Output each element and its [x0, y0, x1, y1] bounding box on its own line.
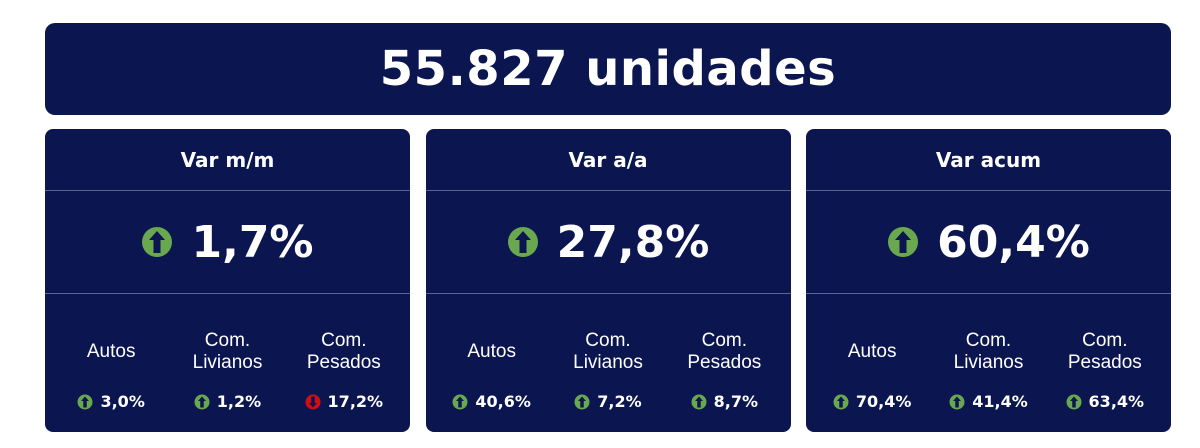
breakdown-label: Autos: [847, 341, 897, 362]
breakdown-value-row: 70,4%: [833, 392, 912, 411]
breakdown-value-row: 8,7%: [691, 392, 758, 411]
card-title: Var acum: [806, 129, 1171, 191]
breakdown-value: 3,0%: [100, 392, 145, 411]
arrow-up-icon: [142, 227, 173, 257]
breakdown-label: Autos: [467, 341, 516, 362]
card-main-variation: 60,4%: [806, 191, 1171, 294]
breakdown-com-livianos: Com. Livianos 41,4%: [932, 294, 1044, 411]
breakdown-autos: Autos 40,6%: [436, 294, 548, 411]
main-value: 60,4%: [937, 216, 1090, 268]
main-value: 27,8%: [556, 216, 710, 268]
breakdown-value: 40,6%: [475, 392, 531, 411]
breakdown-value: 8,7%: [713, 392, 758, 411]
breakdown-label: Com. Pesados: [1067, 330, 1142, 373]
breakdown-com-livianos: Com. Livianos 7,2%: [552, 294, 664, 411]
arrow-up-icon: [691, 394, 707, 409]
arrow-up-icon: [949, 394, 965, 409]
card-title: Var a/a: [425, 129, 791, 191]
breakdown-com-livianos: Com. Livianos 1,2%: [171, 294, 283, 411]
card-var-mm: Var m/m 1,7% Autos 3,0%: [45, 129, 410, 432]
breakdown-value-row: 3,0%: [77, 392, 145, 411]
card-breakdown: Autos 40,6% Com. Livianos: [426, 294, 791, 411]
card-breakdown: Autos 70,4% Com. Livianos: [806, 294, 1171, 411]
breakdown-autos: Autos 70,4%: [816, 294, 928, 411]
arrow-up-icon: [77, 394, 93, 409]
card-main-variation: 1,7%: [45, 191, 410, 294]
breakdown-label: Com. Pesados: [687, 330, 762, 373]
breakdown-label: Com. Livianos: [192, 330, 263, 373]
dashboard: 55.827 unidades Var m/m 1,7% Autos: [45, 23, 1171, 432]
card-title: Var m/m: [45, 129, 410, 191]
breakdown-com-pesados: Com. Pesados 63,4%: [1049, 294, 1161, 411]
breakdown-label: Autos: [86, 341, 136, 362]
breakdown-com-pesados: Com. Pesados 17,2%: [288, 294, 400, 411]
breakdown-value-row: 7,2%: [574, 392, 642, 411]
breakdown-label: Com. Pesados: [306, 330, 381, 373]
arrow-down-icon: [305, 394, 321, 409]
breakdown-value: 70,4%: [855, 392, 912, 411]
total-units-value: 55.827 unidades: [379, 41, 837, 97]
breakdown-value: 7,2%: [597, 392, 642, 411]
card-main-variation: 27,8%: [425, 191, 791, 294]
card-breakdown: Autos 3,0% Com. Livianos: [45, 294, 410, 411]
breakdown-com-pesados: Com. Pesados 8,7%: [668, 294, 780, 411]
breakdown-label: Com. Livianos: [573, 330, 643, 373]
arrow-up-icon: [888, 227, 919, 257]
breakdown-value: 1,2%: [216, 392, 262, 411]
breakdown-value-row: 17,2%: [305, 392, 384, 411]
card-var-acum: Var acum 60,4% Autos 70,4%: [806, 129, 1171, 432]
breakdown-value-row: 63,4%: [1066, 392, 1145, 411]
breakdown-value-row: 41,4%: [949, 392, 1028, 411]
breakdown-value-row: 40,6%: [452, 392, 531, 411]
arrow-up-icon: [833, 394, 849, 409]
breakdown-value-row: 1,2%: [194, 392, 261, 411]
arrow-up-icon: [507, 227, 538, 257]
breakdown-label: Com. Livianos: [953, 330, 1024, 373]
arrow-up-icon: [452, 394, 468, 409]
arrow-up-icon: [574, 394, 590, 409]
breakdown-autos: Autos 3,0%: [55, 294, 167, 411]
arrow-up-icon: [1066, 394, 1082, 409]
main-value: 1,7%: [191, 216, 314, 268]
breakdown-value: 41,4%: [972, 392, 1028, 411]
breakdown-value: 17,2%: [327, 392, 384, 411]
total-units-banner: 55.827 unidades: [45, 23, 1171, 115]
card-var-aa: Var a/a 27,8% Autos 40,6%: [425, 129, 791, 432]
arrow-up-icon: [194, 394, 210, 409]
variation-cards: Var m/m 1,7% Autos 3,0%: [45, 129, 1171, 432]
breakdown-value: 63,4%: [1088, 392, 1145, 411]
